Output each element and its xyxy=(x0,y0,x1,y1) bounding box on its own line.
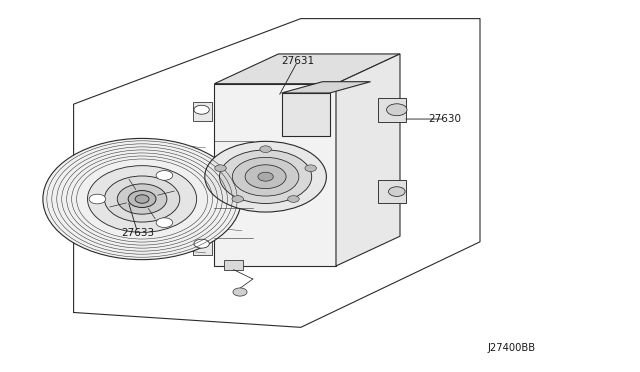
Text: 27630: 27630 xyxy=(428,114,461,124)
Polygon shape xyxy=(282,82,371,93)
Circle shape xyxy=(215,165,227,171)
Bar xyxy=(224,260,243,270)
Ellipse shape xyxy=(128,190,156,208)
Circle shape xyxy=(194,239,209,248)
Circle shape xyxy=(232,157,299,196)
Bar xyxy=(282,93,330,136)
Polygon shape xyxy=(214,84,336,266)
Circle shape xyxy=(232,196,243,202)
Circle shape xyxy=(258,172,273,181)
Circle shape xyxy=(245,165,286,189)
Circle shape xyxy=(89,194,106,204)
Ellipse shape xyxy=(88,166,196,232)
Circle shape xyxy=(220,150,312,203)
Circle shape xyxy=(194,105,209,114)
Circle shape xyxy=(205,141,326,212)
Text: 27631: 27631 xyxy=(281,57,314,66)
Circle shape xyxy=(305,165,316,171)
Polygon shape xyxy=(336,54,400,266)
Bar xyxy=(193,236,212,255)
Circle shape xyxy=(156,170,173,180)
Circle shape xyxy=(233,288,247,296)
Ellipse shape xyxy=(117,184,167,214)
Circle shape xyxy=(387,104,407,116)
Bar xyxy=(378,98,406,122)
Ellipse shape xyxy=(196,178,214,209)
Circle shape xyxy=(156,218,173,228)
Ellipse shape xyxy=(43,138,241,260)
Circle shape xyxy=(288,196,300,202)
Circle shape xyxy=(388,187,405,196)
Circle shape xyxy=(260,146,271,153)
Polygon shape xyxy=(214,54,400,84)
Ellipse shape xyxy=(135,195,149,203)
Bar xyxy=(193,102,212,121)
Ellipse shape xyxy=(104,176,180,222)
Text: 27633: 27633 xyxy=(121,228,154,237)
Text: J27400BB: J27400BB xyxy=(488,343,536,353)
Bar xyxy=(378,180,406,203)
